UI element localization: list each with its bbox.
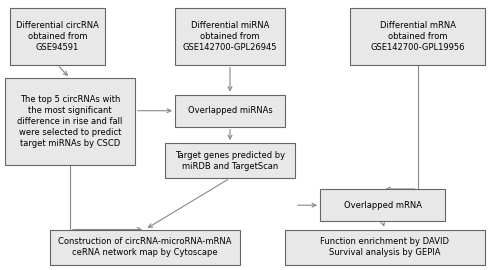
FancyBboxPatch shape <box>165 143 295 178</box>
FancyBboxPatch shape <box>175 8 285 65</box>
Text: Function enrichment by DAVID
Survival analysis by GEPIA: Function enrichment by DAVID Survival an… <box>320 237 450 257</box>
Text: Overlapped mRNA: Overlapped mRNA <box>344 201 421 210</box>
Text: Differential mRNA
obtained from
GSE142700-GPL19956: Differential mRNA obtained from GSE14270… <box>370 21 465 52</box>
Text: Target genes predicted by
miRDB and TargetScan: Target genes predicted by miRDB and Targ… <box>175 151 285 171</box>
Text: Differential circRNA
obtained from
GSE94591: Differential circRNA obtained from GSE94… <box>16 21 99 52</box>
Text: The top 5 circRNAs with
the most significant
difference in rise and fall
were se: The top 5 circRNAs with the most signifi… <box>18 95 122 148</box>
Text: Overlapped miRNAs: Overlapped miRNAs <box>188 106 272 115</box>
FancyBboxPatch shape <box>320 189 445 221</box>
Text: Construction of circRNA-microRNA-mRNA
ceRNA network map by Cytoscape: Construction of circRNA-microRNA-mRNA ce… <box>58 237 232 257</box>
Text: Differential miRNA
obtained from
GSE142700-GPL26945: Differential miRNA obtained from GSE1427… <box>182 21 277 52</box>
FancyBboxPatch shape <box>5 78 135 165</box>
FancyBboxPatch shape <box>10 8 105 65</box>
FancyBboxPatch shape <box>285 230 485 265</box>
FancyBboxPatch shape <box>175 94 285 127</box>
FancyBboxPatch shape <box>350 8 485 65</box>
FancyBboxPatch shape <box>50 230 240 265</box>
